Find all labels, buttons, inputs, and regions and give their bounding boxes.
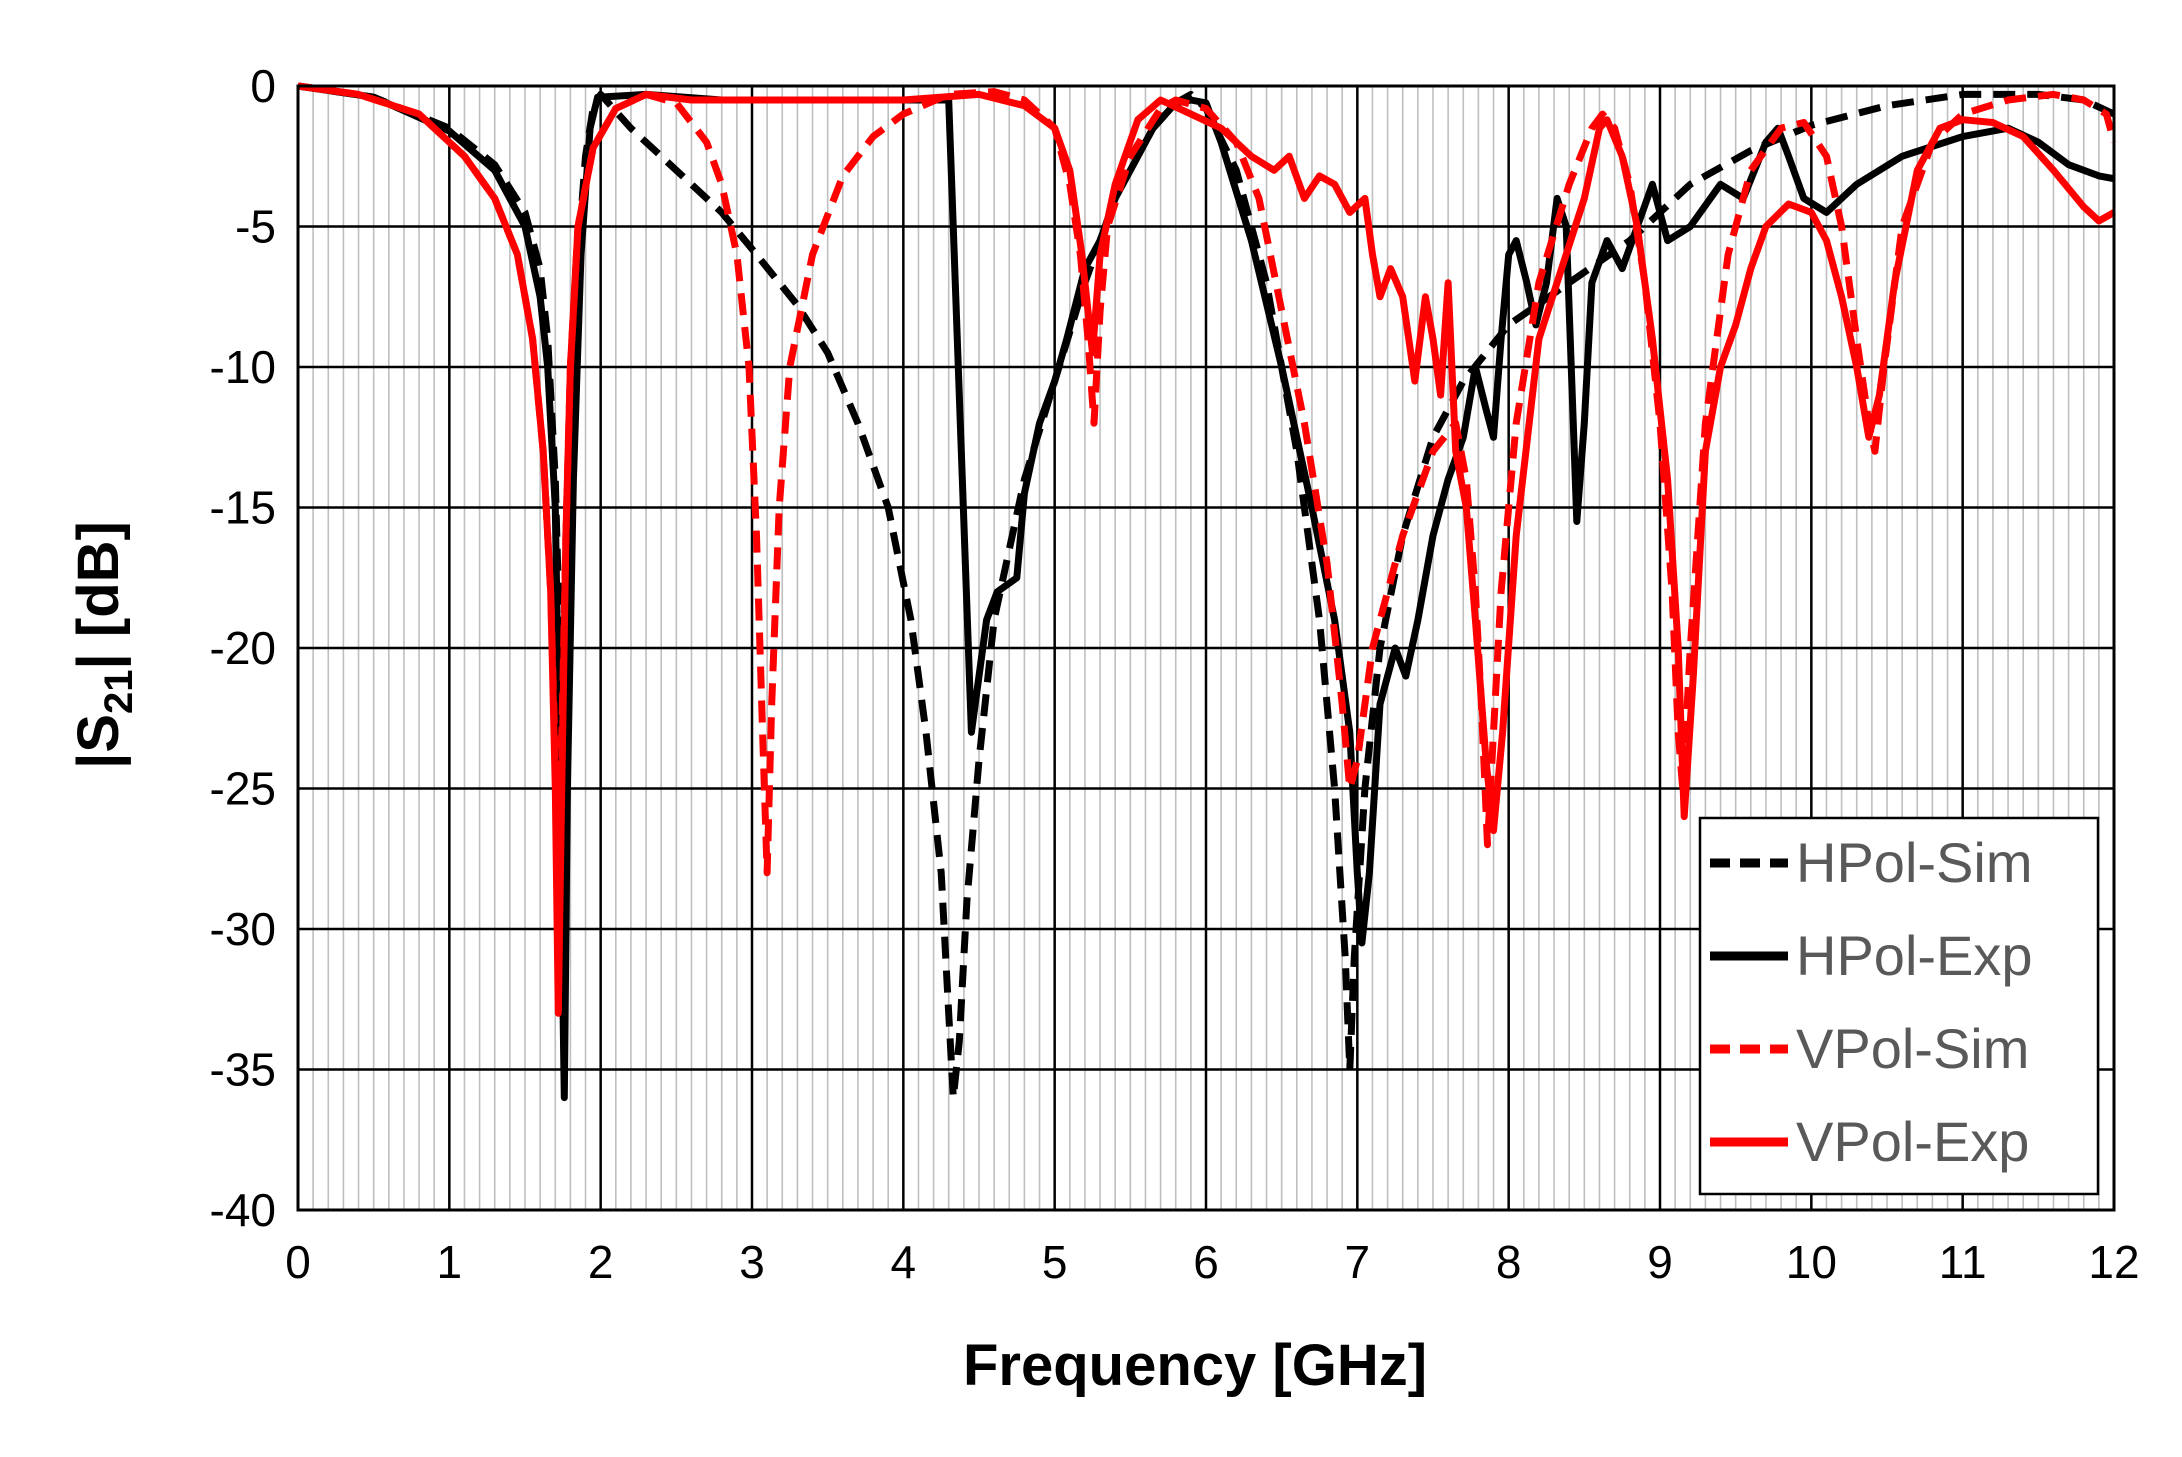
x-tick-label: 6	[1193, 1236, 1219, 1288]
y-tick-label: -15	[210, 482, 276, 534]
series-line-vpol-exp	[297, 82, 2116, 1017]
series-line-hpol-exp	[297, 82, 2115, 1102]
series-layer	[297, 82, 2118, 1102]
legend-label-hpol-exp: HPol-Exp	[1796, 924, 2033, 987]
y-axis-title-subscript: 21	[97, 669, 141, 714]
y-tick-label: -40	[210, 1184, 276, 1236]
plot-frame	[296, 84, 2116, 1212]
y-tick-labels: 0 -5 -10 -15 -20 -25 -30 -35 -40	[210, 60, 276, 1236]
legend-box	[1698, 816, 2100, 1196]
x-tick-label: 7	[1345, 1236, 1371, 1288]
x-tick-label: 8	[1496, 1236, 1522, 1288]
x-tick-label: 2	[588, 1236, 614, 1288]
x-axis-title: Frequency [GHz]	[963, 1333, 1427, 1398]
y-tick-label: 0	[250, 60, 276, 112]
y-tick-label: -25	[210, 763, 276, 815]
legend: HPol-Sim HPol-Exp VPol-Sim VPol-Exp	[1698, 816, 2100, 1196]
y-tick-label: -5	[235, 201, 276, 253]
x-tick-label: 1	[437, 1236, 463, 1288]
y-axis-title-suffix: | [dB]	[66, 521, 131, 669]
y-tick-label: -30	[210, 903, 276, 955]
x-tick-label: 12	[2088, 1236, 2139, 1288]
x-tick-label: 3	[739, 1236, 765, 1288]
x-tick-label: 9	[1647, 1236, 1673, 1288]
x-tick-label: 4	[891, 1236, 917, 1288]
x-tick-label: 11	[1939, 1236, 1987, 1288]
x-tick-labels: 0 1 2 3 4 5 6 7 8 9 10 11 12	[285, 1236, 2139, 1288]
y-tick-label: -20	[210, 622, 276, 674]
legend-label-vpol-sim: VPol-Sim	[1796, 1017, 2029, 1080]
x-tick-label: 5	[1042, 1236, 1068, 1288]
legend-label-vpol-exp: VPol-Exp	[1796, 1110, 2029, 1173]
legend-label-hpol-sim: HPol-Sim	[1796, 831, 2032, 894]
series-line-hpol-sim	[297, 82, 2116, 1102]
y-axis-title-prefix: |S	[66, 714, 131, 769]
y-axis-title: |S21| [dB]	[66, 521, 141, 769]
y-tick-label: -10	[210, 341, 276, 393]
x-tick-label: 0	[285, 1236, 311, 1288]
x-tick-label: 10	[1786, 1236, 1837, 1288]
y-tick-label: -35	[210, 1044, 276, 1096]
